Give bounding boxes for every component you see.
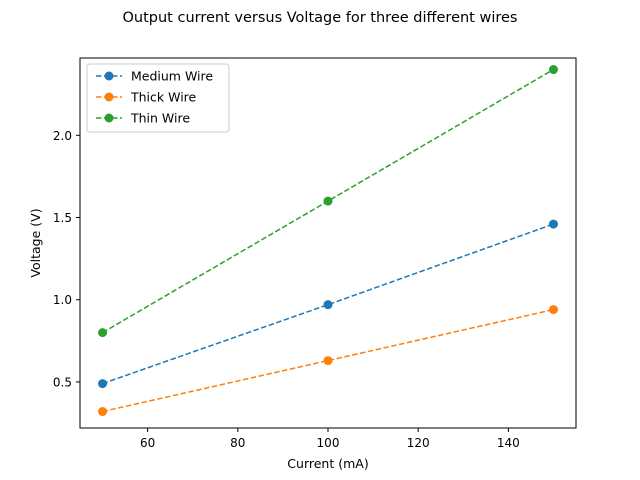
series-layer bbox=[98, 65, 558, 417]
x-axis-label: Current (mA) bbox=[287, 456, 368, 471]
data-point-thin-wire bbox=[323, 196, 333, 206]
legend: Medium Wire Thick Wire Thin Wire bbox=[86, 63, 230, 133]
legend-label-medium-wire: Medium Wire bbox=[131, 69, 213, 84]
x-tick-label: 80 bbox=[230, 436, 245, 450]
y-axis-label: Voltage (V) bbox=[28, 208, 43, 277]
data-point-thick-wire bbox=[548, 305, 558, 315]
data-point-thick-wire bbox=[98, 407, 108, 417]
x-tick-label: 120 bbox=[407, 436, 430, 450]
data-point-thick-wire bbox=[323, 356, 333, 366]
data-point-thin-wire bbox=[98, 328, 108, 338]
y-tick-label: 2.0 bbox=[53, 129, 72, 143]
series-line-thick-wire bbox=[102, 308, 554, 413]
data-point-thin-wire bbox=[548, 65, 558, 75]
y-tick-label: 0.5 bbox=[53, 375, 72, 389]
data-point-medium-wire bbox=[548, 219, 558, 229]
legend-swatch-marker-thin-wire bbox=[104, 113, 114, 123]
chart-title: Output current versus Voltage for three … bbox=[123, 10, 518, 26]
legend-swatch-marker-thick-wire bbox=[104, 92, 114, 102]
x-tick-label: 100 bbox=[317, 436, 340, 450]
x-axis-ticks: 60 80 100 120 140 bbox=[140, 428, 520, 450]
y-tick-label: 1.0 bbox=[53, 293, 72, 307]
legend-label-thin-wire: Thin Wire bbox=[130, 111, 190, 126]
legend-label-thick-wire: Thick Wire bbox=[130, 90, 197, 105]
legend-box bbox=[86, 63, 230, 133]
y-tick-label: 1.5 bbox=[53, 211, 72, 225]
legend-swatch-marker-medium-wire bbox=[104, 71, 114, 81]
data-point-medium-wire bbox=[98, 379, 108, 389]
y-axis-ticks: 0.5 1.0 1.5 2.0 bbox=[53, 129, 80, 389]
x-tick-label: 60 bbox=[140, 436, 155, 450]
x-tick-label: 140 bbox=[497, 436, 520, 450]
data-point-medium-wire bbox=[323, 300, 333, 310]
